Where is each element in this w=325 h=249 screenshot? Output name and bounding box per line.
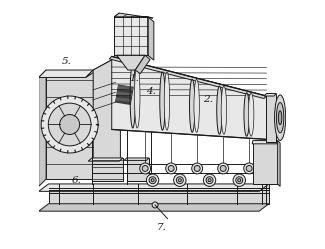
Circle shape xyxy=(244,163,254,174)
Polygon shape xyxy=(46,70,93,179)
Circle shape xyxy=(178,179,181,182)
Ellipse shape xyxy=(275,95,286,140)
Circle shape xyxy=(246,166,252,171)
Ellipse shape xyxy=(279,111,282,124)
Text: 4.: 4. xyxy=(147,87,156,96)
Polygon shape xyxy=(49,184,269,204)
Circle shape xyxy=(233,174,245,187)
Polygon shape xyxy=(39,184,269,191)
Polygon shape xyxy=(117,55,145,70)
Ellipse shape xyxy=(164,72,170,130)
Circle shape xyxy=(48,103,91,146)
Circle shape xyxy=(194,166,200,171)
Polygon shape xyxy=(93,55,120,179)
Ellipse shape xyxy=(244,93,249,136)
Ellipse shape xyxy=(248,93,254,136)
Polygon shape xyxy=(124,158,149,160)
Polygon shape xyxy=(264,94,276,96)
Circle shape xyxy=(236,177,243,184)
Ellipse shape xyxy=(130,64,136,128)
Circle shape xyxy=(151,179,154,182)
Ellipse shape xyxy=(160,72,165,130)
Polygon shape xyxy=(114,13,153,18)
Text: 1.: 1. xyxy=(129,74,139,83)
Text: 2.: 2. xyxy=(203,95,213,104)
Circle shape xyxy=(238,179,241,182)
Ellipse shape xyxy=(221,86,227,134)
Polygon shape xyxy=(112,57,266,139)
Circle shape xyxy=(176,177,183,184)
Polygon shape xyxy=(39,70,93,77)
Circle shape xyxy=(60,115,80,134)
Polygon shape xyxy=(86,55,120,77)
Polygon shape xyxy=(252,141,278,144)
Circle shape xyxy=(142,166,148,171)
Polygon shape xyxy=(278,141,280,187)
Circle shape xyxy=(220,166,226,171)
Ellipse shape xyxy=(276,103,284,133)
Circle shape xyxy=(174,174,186,187)
Circle shape xyxy=(208,179,211,182)
Polygon shape xyxy=(253,141,278,184)
Ellipse shape xyxy=(135,64,140,128)
Polygon shape xyxy=(135,55,150,74)
Circle shape xyxy=(41,96,98,153)
Text: 6.: 6. xyxy=(72,176,82,185)
Polygon shape xyxy=(88,158,123,161)
Circle shape xyxy=(203,174,216,187)
Polygon shape xyxy=(92,158,123,182)
Text: 5.: 5. xyxy=(62,57,72,66)
Polygon shape xyxy=(114,17,148,55)
Circle shape xyxy=(152,202,158,208)
Circle shape xyxy=(140,163,150,174)
Polygon shape xyxy=(127,158,149,182)
Ellipse shape xyxy=(189,79,195,132)
Polygon shape xyxy=(148,17,154,60)
Polygon shape xyxy=(39,204,269,211)
Circle shape xyxy=(166,163,176,174)
Circle shape xyxy=(146,174,159,187)
Circle shape xyxy=(206,177,213,184)
Text: 7.: 7. xyxy=(156,223,166,232)
Circle shape xyxy=(168,166,174,171)
Circle shape xyxy=(149,177,156,184)
Ellipse shape xyxy=(217,86,222,134)
Polygon shape xyxy=(266,94,276,142)
Circle shape xyxy=(192,163,202,174)
Polygon shape xyxy=(39,70,46,187)
Circle shape xyxy=(218,163,228,174)
Ellipse shape xyxy=(194,79,200,132)
Polygon shape xyxy=(109,57,266,99)
